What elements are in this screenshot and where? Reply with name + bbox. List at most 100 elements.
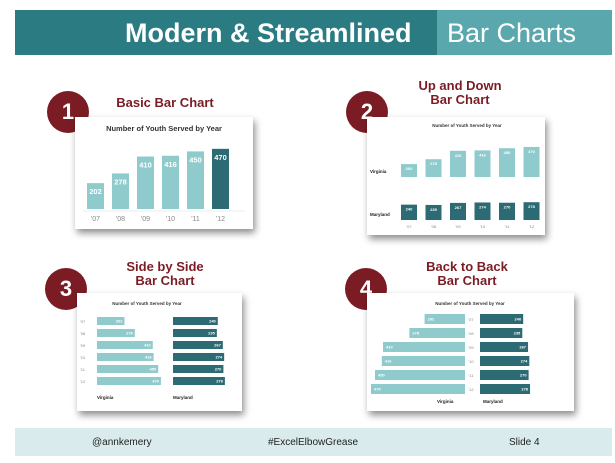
bar (523, 202, 540, 220)
y-tick-label: '10 (468, 359, 474, 364)
y-tick-label: '11 (80, 367, 86, 372)
series-label: Virginia (370, 169, 387, 174)
data-label: 274 (521, 359, 528, 364)
panel-3-number-badge: 3 (45, 268, 87, 310)
panel-3-title: Side by Side Bar Chart (100, 260, 230, 288)
bar (97, 353, 154, 361)
y-tick-label: '07 (80, 319, 86, 324)
bar (425, 159, 442, 177)
panel-4-title-line-2: Bar Chart (437, 273, 497, 288)
data-label: 267 (214, 343, 221, 348)
data-label: 202 (89, 187, 102, 196)
data-label: 202 (406, 166, 413, 171)
data-label: 278 (126, 331, 133, 336)
x-tick-label: '11 (505, 224, 511, 229)
series-label: Virginia (97, 395, 114, 400)
panel-4-title-text: Back to Back Bar Chart (426, 259, 508, 288)
bar (401, 164, 417, 177)
chart-title: Number of Youth Served by Year (435, 301, 505, 306)
bar (480, 370, 529, 380)
data-label: 278 (528, 204, 535, 209)
chart-svg: Number of Youth Served by Year 202 '07 278 '… (83, 124, 245, 223)
bar (381, 356, 465, 366)
data-label: 270 (520, 373, 527, 378)
data-label: 278 (216, 379, 223, 384)
bar (173, 317, 218, 325)
bar (173, 353, 225, 361)
y-tick-label: '07 (468, 317, 474, 322)
bar (425, 204, 442, 220)
data-label: 274 (215, 355, 222, 360)
slide-title-light: Bar Charts (447, 18, 577, 48)
series-label: Maryland (483, 399, 503, 404)
y-tick-label: '09 (80, 343, 86, 348)
bar (173, 365, 224, 373)
data-label: 416 (164, 160, 177, 169)
data-label: 416 (385, 359, 392, 364)
panel-3-title-line-2: Bar Chart (135, 273, 195, 288)
x-tick-label: '09 (141, 216, 150, 223)
chart-card-side-by-side: Number of Youth Served by Year '07 '08 '09 '… (77, 293, 242, 411)
footer-slide-number: Slide 4 (509, 437, 540, 448)
data-label: 410 (386, 345, 393, 350)
data-label: 470 (152, 379, 159, 384)
data-label: 240 (209, 319, 216, 324)
y-tick-label: '09 (468, 345, 474, 350)
chart-svg: Number of Youth Served by Year '07 '08 '09 '… (80, 301, 225, 400)
chart-card-basic: Number of Youth Served by Year 202 '07 278 '… (75, 117, 253, 229)
bar (97, 341, 153, 349)
title-bar: Modern & Streamlined Bar Charts (15, 10, 612, 55)
bar (523, 146, 540, 177)
y-tick-label: '08 (468, 331, 474, 336)
bar (499, 148, 515, 177)
data-label: 240 (515, 317, 522, 322)
panel-4-title-line-1: Back to Back (426, 259, 508, 274)
data-label: 410 (144, 343, 151, 348)
chart-svg: Number of Youth Served by Year Virginia 20… (370, 123, 540, 229)
data-label: 278 (412, 331, 419, 336)
data-label: 470 (214, 153, 227, 162)
x-tick-label: '08 (431, 224, 437, 229)
slide-title: Modern & Streamlined (125, 18, 412, 48)
bar (187, 151, 204, 209)
data-label: 416 (145, 355, 152, 360)
y-tick-label: '12 (468, 387, 474, 392)
y-tick-label: '11 (469, 373, 475, 378)
data-label: 235 (208, 331, 215, 336)
data-label: 470 (374, 387, 381, 392)
bar (371, 384, 465, 394)
data-label: 235 (430, 207, 437, 212)
bar (474, 202, 491, 220)
bar (480, 328, 523, 338)
data-label: 240 (406, 207, 413, 212)
data-label: 274 (479, 204, 486, 209)
x-tick-label: '07 (406, 224, 412, 229)
x-tick-label: '07 (91, 216, 100, 223)
chart-title: Number of Youth Served by Year (106, 124, 222, 133)
panel-2-title-text: Up and Down Bar Chart (418, 78, 501, 107)
data-label: 450 (189, 155, 202, 164)
x-tick-label: '10 (480, 224, 486, 229)
data-label: 235 (514, 331, 521, 336)
bar (401, 204, 417, 220)
bar (409, 328, 465, 338)
y-tick-label: '10 (80, 355, 86, 360)
bar (480, 384, 531, 394)
bar (474, 150, 491, 177)
x-tick-label: '11 (191, 216, 200, 223)
y-tick-label: '12 (80, 379, 86, 384)
data-label: 470 (528, 149, 535, 154)
chart-title: Number of Youth Served by Year (432, 123, 502, 128)
data-label: 270 (504, 205, 511, 210)
series-label: Virginia (437, 399, 454, 404)
panel-3-title-text: Side by Side Bar Chart (126, 259, 203, 288)
data-label: 270 (215, 367, 222, 372)
bar (97, 365, 159, 373)
bar (480, 342, 529, 352)
title-bar-light-section (437, 10, 612, 55)
panel-4-title: Back to Back Bar Chart (402, 260, 532, 288)
bar (137, 156, 154, 209)
bar (173, 329, 217, 337)
panel-2-title-line-1: Up and Down (418, 78, 502, 93)
bar (173, 341, 223, 349)
